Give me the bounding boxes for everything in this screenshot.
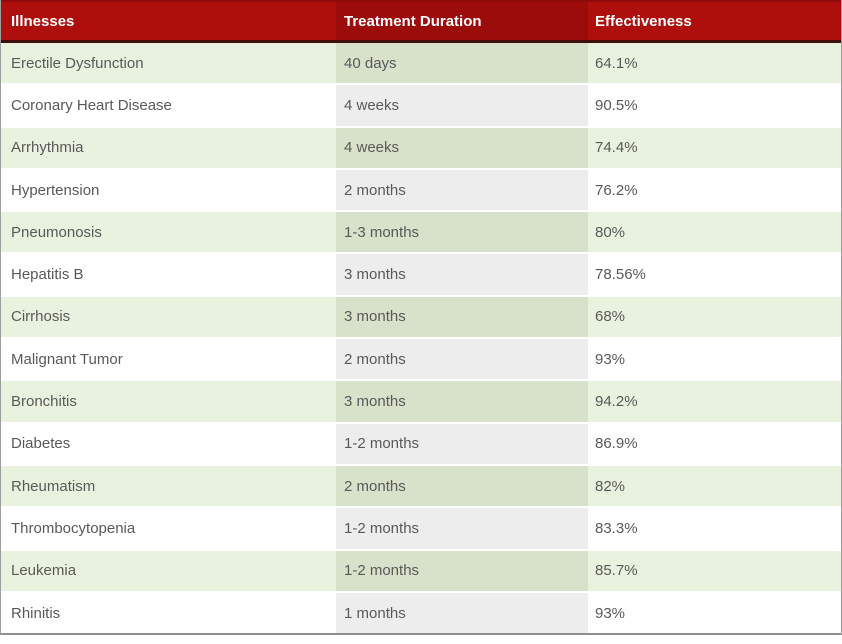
table-row: Hypertension 2 months 76.2% <box>1 167 841 211</box>
table-row: Pneumonosis 1-3 months 80% <box>1 210 841 253</box>
table-row: Leukemia 1-2 months 85.7% <box>1 548 841 591</box>
table-row: Diabetes 1-2 months 86.9% <box>1 421 841 464</box>
duration-cell: 40 days <box>336 43 588 84</box>
effectiveness-cell: 94.2% <box>588 379 841 422</box>
effectiveness-cell: 64.1% <box>588 43 841 84</box>
table-header: Illnesses Treatment Duration Effectivene… <box>1 0 841 43</box>
column-header-treatment-duration: Treatment Duration <box>336 0 588 43</box>
table-row: Thrombocytopenia 1-2 months 83.3% <box>1 506 841 549</box>
duration-cell: 1-2 months <box>336 548 588 591</box>
duration-cell: 1-3 months <box>336 210 588 253</box>
illness-cell: Bronchitis <box>1 379 336 422</box>
duration-cell: 2 months <box>336 337 588 380</box>
duration-cell: 4 weeks <box>336 83 588 126</box>
table-row: Cirrhosis 3 months 68% <box>1 294 841 338</box>
duration-cell: 2 months <box>336 463 588 507</box>
column-header-illnesses: Illnesses <box>1 0 336 43</box>
effectiveness-cell: 78.56% <box>588 252 841 295</box>
duration-cell: 1-2 months <box>336 421 588 464</box>
table-row: Malignant Tumor 2 months 93% <box>1 337 841 380</box>
illness-cell: Leukemia <box>1 548 336 591</box>
illness-cell: Hepatitis B <box>1 252 336 295</box>
illness-cell: Arrhythmia <box>1 125 336 168</box>
effectiveness-cell: 76.2% <box>588 167 841 211</box>
duration-cell: 3 months <box>336 379 588 422</box>
effectiveness-cell: 68% <box>588 294 841 338</box>
illness-cell: Coronary Heart Disease <box>1 83 336 126</box>
table-row: Rheumatism 2 months 82% <box>1 463 841 507</box>
effectiveness-cell: 86.9% <box>588 421 841 464</box>
effectiveness-cell: 83.3% <box>588 506 841 549</box>
effectiveness-cell: 80% <box>588 210 841 253</box>
table-row: Rhinitis 1 months 93% <box>1 590 841 634</box>
effectiveness-cell: 90.5% <box>588 83 841 126</box>
illness-cell: Pneumonosis <box>1 210 336 253</box>
effectiveness-cell: 74.4% <box>588 125 841 168</box>
illness-cell: Rheumatism <box>1 463 336 507</box>
illness-cell: Malignant Tumor <box>1 337 336 380</box>
illness-cell: Rhinitis <box>1 590 336 634</box>
header-row: Illnesses Treatment Duration Effectivene… <box>1 0 841 43</box>
table-row: Arrhythmia 4 weeks 74.4% <box>1 125 841 168</box>
column-header-effectiveness: Effectiveness <box>588 0 841 43</box>
illness-cell: Hypertension <box>1 167 336 211</box>
illness-cell: Erectile Dysfunction <box>1 43 336 84</box>
duration-cell: 1 months <box>336 590 588 634</box>
illness-cell: Diabetes <box>1 421 336 464</box>
effectiveness-cell: 93% <box>588 590 841 634</box>
duration-cell: 2 months <box>336 167 588 211</box>
duration-cell: 4 weeks <box>336 125 588 168</box>
table-row: Erectile Dysfunction 40 days 64.1% <box>1 43 841 84</box>
effectiveness-cell: 93% <box>588 337 841 380</box>
effectiveness-cell: 85.7% <box>588 548 841 591</box>
illness-cell: Cirrhosis <box>1 294 336 338</box>
table-body: Erectile Dysfunction 40 days 64.1% Coron… <box>1 43 841 634</box>
effectiveness-cell: 82% <box>588 463 841 507</box>
table-row: Coronary Heart Disease 4 weeks 90.5% <box>1 83 841 126</box>
duration-cell: 3 months <box>336 252 588 295</box>
table-row: Hepatitis B 3 months 78.56% <box>1 252 841 295</box>
table-row: Bronchitis 3 months 94.2% <box>1 379 841 422</box>
illness-cell: Thrombocytopenia <box>1 506 336 549</box>
duration-cell: 3 months <box>336 294 588 338</box>
duration-cell: 1-2 months <box>336 506 588 549</box>
